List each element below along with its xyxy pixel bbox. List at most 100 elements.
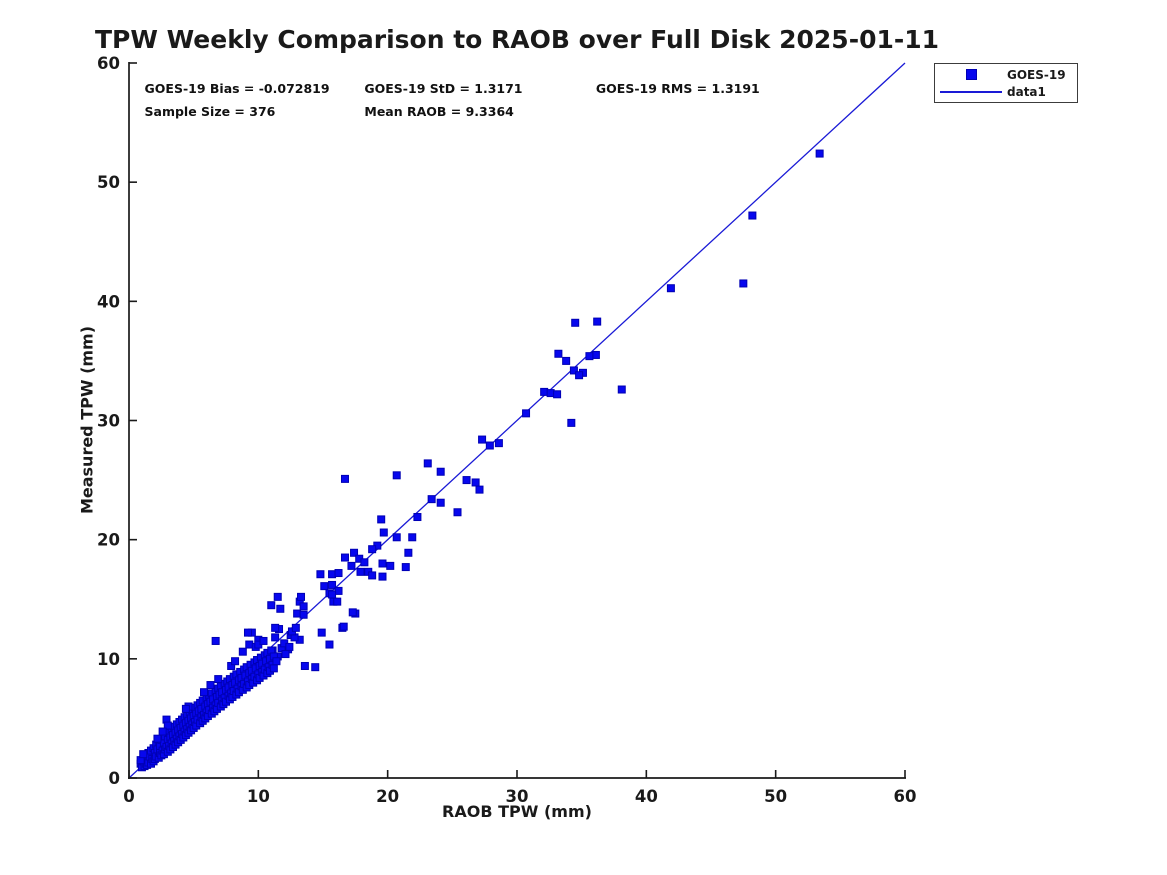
scatter-points [136, 149, 824, 772]
scatter-point [593, 317, 602, 326]
scatter-point [238, 647, 247, 656]
stats-annotations: GOES-19 Bias = -0.072819 GOES-19 StD = 1.… [145, 81, 760, 119]
scatter-point [815, 149, 824, 158]
y-tick-label: 0 [109, 769, 120, 788]
y-tick-label: 20 [97, 531, 120, 550]
legend: GOES-19 data1 [934, 63, 1078, 103]
legend-line-icon [935, 90, 1007, 93]
x-tick-label: 20 [376, 787, 399, 806]
scatter-point [271, 623, 280, 632]
scatter-point [522, 409, 531, 418]
chart-title: TPW Weekly Comparison to RAOB over Full … [94, 25, 940, 54]
scatter-point [316, 570, 325, 579]
scatter-point [356, 567, 365, 576]
scatter-point [231, 657, 240, 666]
scatter-point [546, 389, 555, 398]
scatter-point [401, 563, 410, 572]
y-tick-label: 10 [97, 650, 120, 669]
scatter-point [211, 636, 220, 645]
scatter-point [585, 352, 594, 361]
scatter-point [453, 508, 462, 517]
scatter-point [153, 734, 162, 743]
scatter-point [475, 485, 484, 494]
scatter-point [291, 623, 300, 632]
y-tick-label: 40 [97, 292, 120, 311]
scatter-point [269, 664, 278, 673]
x-tick-label: 10 [247, 787, 270, 806]
scatter-point [494, 439, 503, 448]
x-tick-label: 30 [506, 787, 529, 806]
stats-annotation: GOES-19 RMS = 1.3191 [596, 81, 760, 96]
scatter-point [392, 471, 401, 480]
scatter-point [243, 628, 252, 637]
scatter-point [368, 545, 377, 554]
axis-ticks: 0 10 20 30 40 50 60 0 10 20 30 40 50 60 [97, 54, 916, 806]
scatter-point [567, 418, 576, 427]
scatter-point [273, 592, 282, 601]
scatter-point [413, 513, 422, 522]
scatter-point [348, 608, 357, 617]
scatter-point [334, 569, 343, 578]
scatter-point [471, 478, 480, 487]
scatter-point [293, 609, 302, 618]
scatter-point [272, 657, 281, 666]
scatter-point [281, 650, 290, 659]
scatter-point [333, 597, 342, 606]
y-axis-label: Measured TPW (mm) [77, 325, 97, 515]
scatter-point [378, 559, 387, 568]
y-tick-label: 50 [97, 173, 120, 192]
scatter-point [485, 441, 494, 450]
scatter-point [158, 727, 167, 736]
x-axis-label: RAOB TPW (mm) [442, 802, 592, 821]
scatter-point [386, 561, 395, 570]
scatter-point [427, 495, 436, 504]
scatter-point [299, 610, 308, 619]
scatter-point [325, 640, 334, 649]
scatter-point [245, 640, 254, 649]
legend-item-label: GOES-19 [1007, 67, 1066, 82]
scatter-point [368, 571, 377, 580]
y-tick-label: 60 [97, 54, 120, 73]
scatter-point [404, 548, 413, 557]
scatter-point [350, 548, 359, 557]
scatter-point [478, 435, 487, 444]
scatter-point [378, 572, 387, 581]
scatter-point [317, 628, 326, 637]
legend-item-goes19: GOES-19 [935, 67, 1077, 82]
scatter-point [553, 390, 562, 399]
x-tick-label: 60 [894, 787, 917, 806]
scatter-point [377, 515, 386, 524]
scatter-point [748, 211, 757, 220]
scatter-point [163, 721, 172, 730]
scatter-point [206, 681, 215, 690]
scatter-point [540, 387, 549, 396]
scatter-point [334, 586, 343, 595]
scatter-point [436, 467, 445, 476]
scatter-point [339, 622, 348, 631]
scatter-point [328, 570, 337, 579]
scatter-point [575, 371, 584, 380]
scatter-point [562, 356, 571, 365]
scatter-point [554, 349, 563, 358]
scatter-point [571, 318, 580, 327]
x-tick-label: 0 [123, 787, 134, 806]
scatter-point [181, 704, 190, 713]
stats-annotation: Sample Size = 376 [145, 104, 276, 119]
scatter-point [259, 636, 268, 645]
scatter-point [300, 661, 309, 670]
legend-item-data1: data1 [935, 84, 1077, 99]
scatter-point [423, 459, 432, 468]
legend-item-label: data1 [1007, 84, 1046, 99]
scatter-point [299, 602, 308, 611]
scatter-point [666, 284, 675, 293]
scatter-point [320, 582, 329, 591]
scatter-point [436, 498, 445, 507]
scatter-point [214, 675, 223, 684]
stats-annotation: Mean RAOB = 9.3364 [364, 104, 514, 119]
scatter-point [340, 474, 349, 483]
scatter-point [285, 642, 294, 651]
scatter-point [617, 385, 626, 394]
stats-annotation: GOES-19 StD = 1.3171 [364, 81, 522, 96]
